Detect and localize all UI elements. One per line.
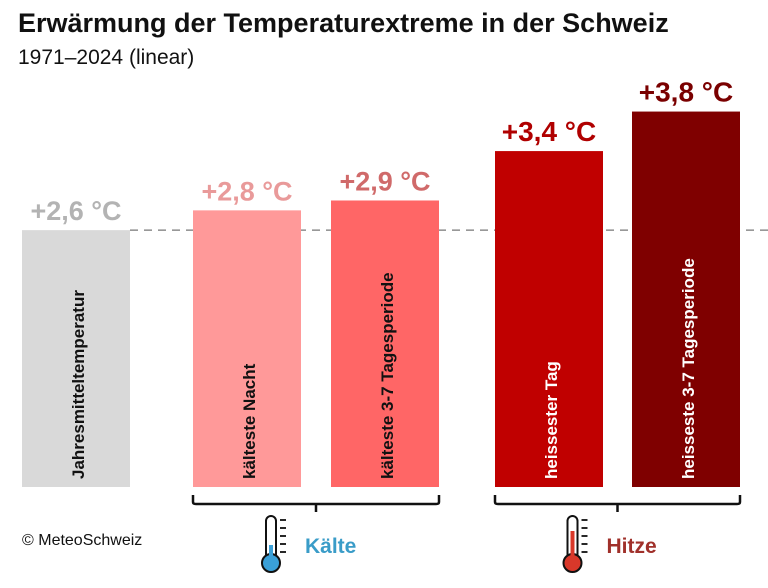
data-label: +3,8 °C [639,77,733,108]
category-label: Jahresmitteltemperatur [69,290,88,479]
data-label: +3,4 °C [502,116,596,147]
data-label: +2,8 °C [201,176,292,206]
chart-title: Erwärmung der Temperaturextreme in der S… [18,8,669,38]
group-label: Hitze [607,535,657,558]
credit: © MeteoSchweiz [22,532,143,549]
group-bracket [493,495,742,512]
bar [331,200,439,488]
data-label: +2,6 °C [30,196,121,226]
category-label: heissester Tag [542,361,561,479]
group-label: Kälte [305,535,356,558]
thermometer-hot-icon [562,515,588,573]
thermometer-cold-icon [261,515,286,573]
data-label: +2,9 °C [339,166,430,196]
group-bracket [191,495,441,512]
bar [22,230,130,487]
category-label: heisseste 3-7 Tagesperiode [679,258,698,479]
bar [193,210,301,488]
category-label: kälteste 3-7 Tagesperiode [378,272,397,479]
category-label: kälteste Nacht [240,363,259,479]
bar [495,151,603,487]
bar [632,111,740,487]
chart-subtitle: 1971–2024 (linear) [18,46,195,69]
